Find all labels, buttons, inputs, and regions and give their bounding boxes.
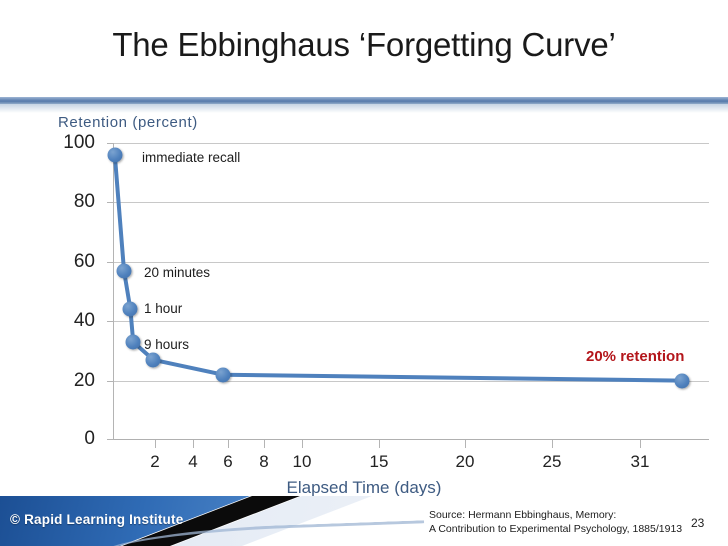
annotation-9-hours: 9 hours	[144, 337, 190, 352]
y-axis-title: Retention (percent)	[58, 114, 198, 131]
y-tick-label-0: 0	[84, 428, 95, 449]
data-point-marker	[145, 352, 161, 368]
x-tick-label-31: 31	[630, 452, 650, 471]
x-tick-mark-25	[552, 440, 553, 448]
x-tick-mark-31	[640, 440, 641, 448]
annotation-immediate-recall: immediate recall	[142, 150, 241, 165]
gridline-60	[113, 262, 709, 263]
gridline-80	[113, 202, 709, 203]
source-citation: Source: Hermann Ebbinghaus, Memory: A Co…	[429, 509, 682, 537]
y-tick-mark-100	[107, 143, 114, 144]
x-axis-line	[113, 439, 709, 440]
data-point-marker	[107, 147, 123, 163]
x-tick-mark-8	[264, 440, 265, 448]
annotation-1-hour: 1 hour	[144, 301, 183, 316]
x-tick-mark-2	[155, 440, 156, 448]
source-line-1: Source: Hermann Ebbinghaus, Memory:	[429, 509, 617, 521]
data-point-marker	[215, 367, 231, 383]
x-tick-label-6: 6	[223, 452, 233, 471]
page-number: 23	[691, 516, 705, 530]
y-axis-line	[113, 143, 114, 440]
data-point-marker	[116, 263, 132, 279]
slide-footer: © Rapid Learning Institute Source: Herma…	[0, 496, 728, 546]
x-tick-label-25: 25	[542, 452, 562, 471]
y-tick-mark-0	[107, 439, 114, 440]
y-tick-label-100: 100	[63, 132, 95, 153]
y-tick-label-60: 60	[73, 251, 95, 272]
x-tick-mark-15	[379, 440, 380, 448]
header-divider	[0, 97, 728, 104]
x-tick-mark-6	[228, 440, 229, 448]
data-point-marker	[125, 334, 141, 350]
gridline-20	[113, 381, 709, 382]
y-tick-label-40: 40	[73, 310, 95, 331]
y-tick-mark-20	[107, 381, 114, 382]
x-tick-label-20: 20	[455, 452, 475, 471]
retention-series-line	[112, 152, 684, 383]
page-title: The Ebbinghaus ‘Forgetting Curve’	[112, 26, 616, 63]
y-tick-mark-40	[107, 321, 114, 322]
gridline-100	[113, 143, 709, 144]
y-tick-label-20: 20	[73, 370, 95, 391]
forgetting-curve-chart: Retention (percent) 100 80 60 40 20 0	[0, 104, 728, 497]
y-tick-mark-60	[107, 262, 114, 263]
x-tick-mark-4	[193, 440, 194, 448]
x-tick-label-2: 2	[150, 452, 160, 471]
plot-area: 100 80 60 40 20 0 2 4 6 8 10 15 20 25 31	[63, 132, 709, 471]
x-tick-mark-10	[302, 440, 303, 448]
slide-header: The Ebbinghaus ‘Forgetting Curve’	[0, 0, 728, 113]
x-axis-title: Elapsed Time (days)	[286, 478, 442, 497]
header-divider-shadow	[0, 104, 728, 113]
callout-20-percent-retention: 20% retention	[586, 348, 685, 365]
brand-logo-text: © Rapid Learning Institute	[10, 512, 184, 527]
y-tick-label-80: 80	[73, 191, 95, 212]
source-line-2: A Contribution to Experimental Psycholog…	[429, 522, 683, 535]
x-tick-label-10: 10	[292, 452, 312, 471]
x-tick-label-8: 8	[259, 452, 269, 471]
x-tick-label-4: 4	[188, 452, 198, 471]
y-tick-mark-80	[107, 202, 114, 203]
annotation-20-minutes: 20 minutes	[144, 265, 211, 280]
data-point-marker	[122, 301, 138, 317]
data-point-marker	[674, 373, 689, 389]
x-tick-label-15: 15	[369, 452, 389, 471]
gridline-40	[113, 321, 709, 322]
x-tick-mark-20	[465, 440, 466, 448]
